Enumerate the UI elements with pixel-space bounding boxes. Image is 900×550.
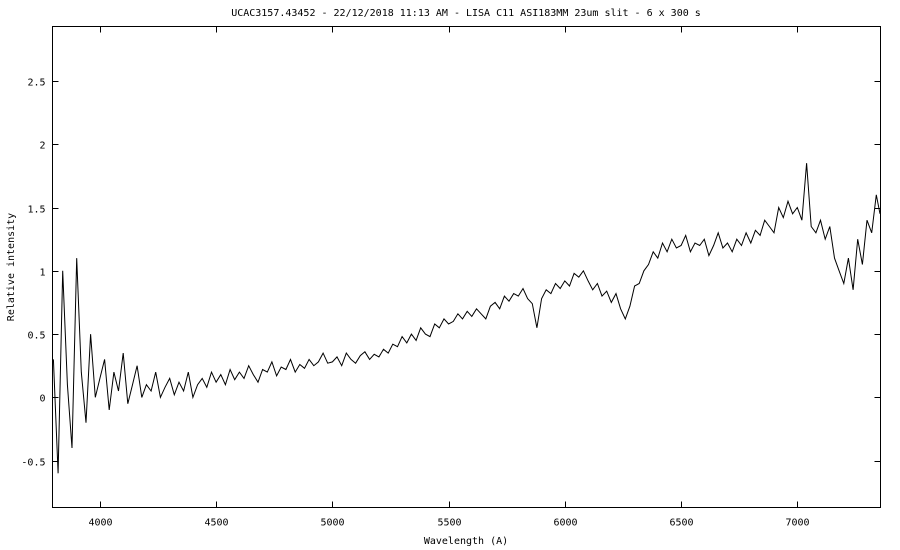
y-tick-label: 0: [39, 394, 45, 405]
x-tick-label: 5000: [320, 518, 344, 529]
x-tick-label: 6000: [553, 518, 577, 529]
y-tick-label: 2: [39, 141, 45, 152]
y-tick-label: 1: [39, 268, 45, 279]
y-tick-label: 0.5: [27, 331, 45, 342]
x-tick-label: 6500: [669, 518, 693, 529]
chart-title: UCAC3157.43452 - 22/12/2018 11:13 AM - L…: [231, 8, 701, 19]
x-tick-label: 4500: [204, 518, 228, 529]
spectrum-line: [52, 163, 881, 474]
x-tick-label: 5500: [437, 518, 461, 529]
x-axis-label: Wavelength (A): [424, 536, 508, 547]
plot-frame: [52, 26, 881, 508]
y-tick-label: 1.5: [27, 205, 45, 216]
x-tick-label: 4000: [88, 518, 112, 529]
y-tick-label: 2.5: [27, 78, 45, 89]
x-tick-label: 7000: [785, 518, 809, 529]
y-axis-label: Relative intensity: [6, 213, 17, 321]
y-tick-label: -0.5: [21, 458, 45, 469]
